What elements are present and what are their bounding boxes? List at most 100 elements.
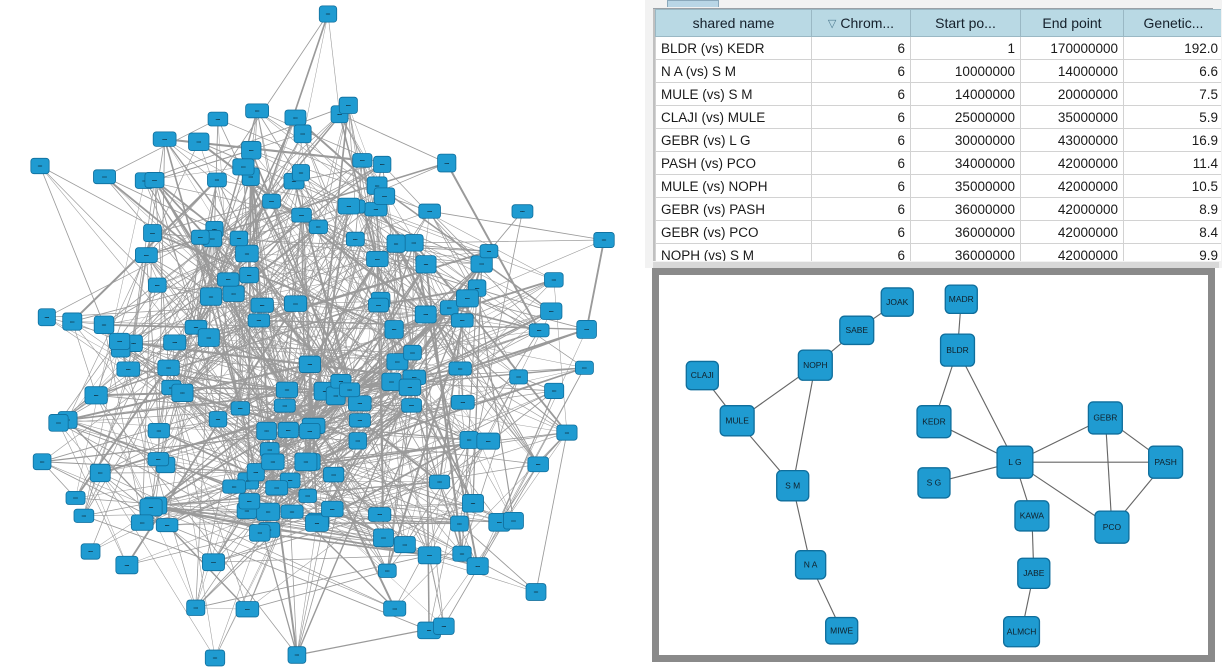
- network-node[interactable]: ••••: [429, 474, 451, 490]
- network-edge[interactable]: [67, 419, 152, 508]
- network-edge[interactable]: [313, 425, 318, 524]
- network-edge[interactable]: [96, 394, 360, 421]
- network-node[interactable]: ••••: [280, 504, 304, 519]
- network-node[interactable]: ••••: [338, 96, 358, 114]
- network-edge[interactable]: [295, 105, 349, 304]
- network-node[interactable]: ••••: [305, 514, 329, 532]
- network-node[interactable]: ••••: [528, 323, 550, 338]
- network-node[interactable]: ••••: [527, 456, 549, 473]
- network-node[interactable]: ••••: [448, 361, 472, 376]
- network-edge[interactable]: [255, 287, 478, 473]
- network-node[interactable]: ••••: [450, 394, 475, 410]
- network-edge[interactable]: [58, 422, 159, 460]
- network-node[interactable]: ••••: [155, 518, 179, 533]
- network-node[interactable]: ••••: [147, 277, 167, 293]
- network-edge[interactable]: [41, 461, 152, 508]
- network-node[interactable]: ••••: [418, 203, 441, 219]
- network-edge[interactable]: [355, 238, 514, 521]
- network-node[interactable]: ••••: [308, 219, 328, 235]
- network-edge[interactable]: [100, 472, 216, 659]
- network-edge[interactable]: [157, 162, 447, 286]
- network-node[interactable]: ••••: [337, 197, 360, 215]
- network-edge[interactable]: [217, 118, 378, 186]
- network-node[interactable]: ••••: [470, 255, 493, 273]
- network-edge[interactable]: [461, 320, 464, 403]
- network-edge[interactable]: [1104, 417, 1113, 528]
- network-edge[interactable]: [75, 238, 213, 499]
- network-node[interactable]: ••••: [247, 313, 271, 328]
- network-node[interactable]: MULE: [719, 405, 755, 437]
- network-edge[interactable]: [155, 505, 405, 545]
- network-node[interactable]: ••••: [366, 251, 389, 268]
- network-node[interactable]: ••••: [217, 272, 240, 287]
- network-edge[interactable]: [354, 206, 539, 465]
- network-edge[interactable]: [157, 284, 274, 463]
- network-node[interactable]: ••••: [556, 424, 578, 441]
- network-node[interactable]: PASH: [1148, 445, 1184, 479]
- network-edge[interactable]: [246, 117, 296, 254]
- network-node[interactable]: ••••: [386, 234, 406, 253]
- network-node[interactable]: ••••: [509, 369, 528, 385]
- network-node[interactable]: ••••: [321, 500, 344, 518]
- network-node[interactable]: ••••: [250, 297, 274, 313]
- network-edge[interactable]: [256, 110, 379, 306]
- network-edge[interactable]: [258, 320, 398, 362]
- network-edge[interactable]: [295, 303, 336, 396]
- network-node[interactable]: ••••: [143, 224, 162, 243]
- network-edge[interactable]: [155, 505, 384, 539]
- network-edge[interactable]: [83, 515, 214, 563]
- network-node[interactable]: ••••: [525, 583, 547, 601]
- network-edge[interactable]: [335, 395, 567, 433]
- network-node[interactable]: JOAK: [880, 287, 914, 317]
- network-edge[interactable]: [428, 439, 470, 631]
- network-edge[interactable]: [83, 341, 120, 516]
- table-row[interactable]: GEBR (vs) PASH 6 36000000 42000000 8.9: [655, 197, 1221, 221]
- network-edge[interactable]: [412, 352, 445, 627]
- network-node[interactable]: ••••: [318, 5, 338, 23]
- network-edge[interactable]: [375, 208, 490, 252]
- network-edge[interactable]: [58, 296, 212, 424]
- network-edge[interactable]: [316, 520, 514, 524]
- network-node[interactable]: ••••: [147, 422, 170, 439]
- network-node[interactable]: ••••: [157, 359, 180, 376]
- network-edge[interactable]: [238, 238, 241, 409]
- network-edge[interactable]: [250, 150, 342, 382]
- network-edge[interactable]: [296, 523, 318, 656]
- network-edge[interactable]: [792, 365, 816, 486]
- network-node[interactable]: ••••: [348, 395, 372, 412]
- network-edge[interactable]: [72, 321, 160, 431]
- network-edge[interactable]: [146, 254, 197, 328]
- network-node[interactable]: ••••: [202, 553, 225, 572]
- network-node[interactable]: ••••: [163, 334, 187, 351]
- network-node[interactable]: ••••: [171, 383, 194, 402]
- network-edge[interactable]: [340, 258, 378, 382]
- network-edge[interactable]: [413, 242, 440, 482]
- network-edge[interactable]: [339, 114, 463, 321]
- sub-network-panel[interactable]: JOAK SABE NOPH CLAJI MULE S M N A MIWE MADR BLDR K…: [652, 268, 1215, 662]
- network-edge[interactable]: [443, 464, 539, 627]
- network-edge[interactable]: [128, 369, 156, 506]
- network-edge[interactable]: [171, 320, 463, 388]
- network-edge[interactable]: [246, 440, 489, 512]
- network-edge[interactable]: [164, 138, 395, 330]
- network-node[interactable]: ••••: [384, 320, 404, 339]
- network-edge[interactable]: [182, 179, 218, 393]
- network-edge[interactable]: [376, 185, 554, 281]
- network-edge[interactable]: [391, 381, 445, 627]
- network-node[interactable]: ••••: [373, 155, 392, 173]
- network-node[interactable]: ••••: [403, 344, 422, 361]
- network-node[interactable]: ••••: [403, 234, 424, 252]
- network-node[interactable]: ••••: [540, 302, 563, 320]
- network-edge[interactable]: [146, 254, 359, 442]
- network-edge[interactable]: [355, 206, 378, 260]
- network-edge[interactable]: [295, 303, 326, 392]
- network-edge[interactable]: [394, 329, 585, 369]
- network-node[interactable]: ••••: [188, 132, 210, 152]
- network-node[interactable]: BLDR: [939, 333, 976, 367]
- column-header-genetic[interactable]: Genetic...: [1123, 9, 1221, 37]
- network-edge[interactable]: [459, 523, 537, 593]
- network-edge[interactable]: [461, 376, 519, 554]
- network-edge[interactable]: [333, 404, 413, 476]
- network-edge[interactable]: [58, 422, 128, 566]
- network-node[interactable]: ••••: [93, 169, 116, 185]
